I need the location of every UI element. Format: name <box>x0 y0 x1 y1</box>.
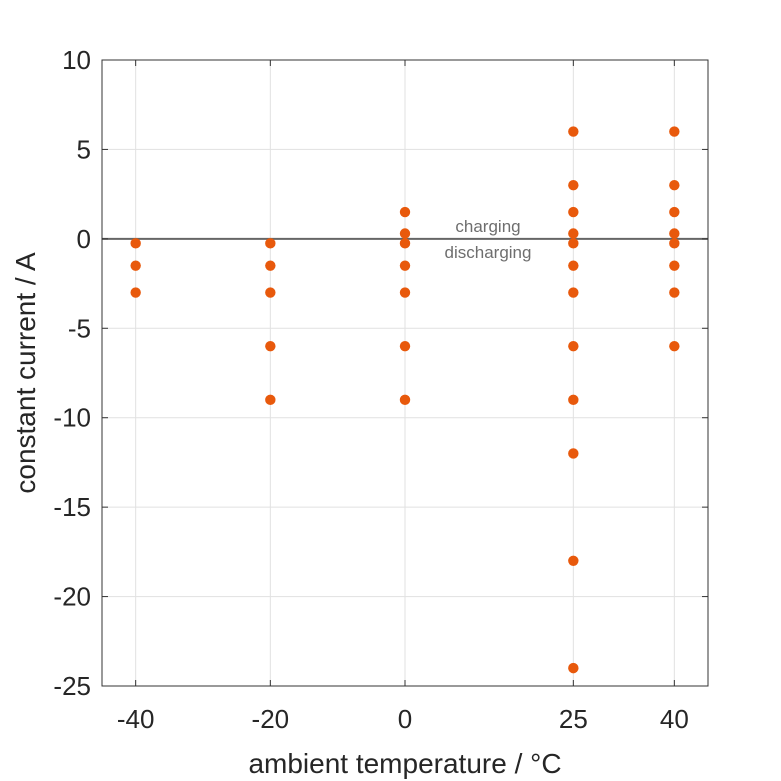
data-point <box>130 238 141 249</box>
data-point <box>669 287 680 298</box>
y-tick-label: -10 <box>53 403 91 433</box>
annotation-charging: charging <box>455 217 520 236</box>
annotation-discharging: discharging <box>445 243 532 262</box>
data-point <box>669 238 680 249</box>
data-point <box>399 394 411 406</box>
data-point <box>265 260 276 271</box>
data-point <box>399 287 411 298</box>
y-tick-label: 10 <box>62 45 91 75</box>
x-tick-label: 0 <box>398 704 412 734</box>
data-point <box>399 260 411 271</box>
data-point <box>568 394 579 406</box>
data-points <box>130 126 680 674</box>
y-axis-label: constant current / A <box>10 252 41 494</box>
data-point <box>568 555 579 566</box>
data-point <box>265 287 276 298</box>
axis-ticks: -40 -20 0 25 40 10 5 0 -5 -10 -15 -20 -25 <box>53 45 708 734</box>
data-point <box>568 448 579 459</box>
data-point <box>568 238 579 249</box>
y-tick-label: -15 <box>53 492 91 522</box>
data-point <box>568 287 579 298</box>
x-tick-label: 40 <box>660 704 689 734</box>
data-point <box>265 238 276 249</box>
data-point <box>669 126 680 137</box>
data-point <box>568 126 579 137</box>
data-point <box>568 662 579 674</box>
y-tick-label: -20 <box>53 582 91 612</box>
data-point <box>399 228 411 239</box>
data-point <box>399 340 411 352</box>
grid <box>102 59 708 687</box>
y-tick-label: -5 <box>68 313 91 343</box>
data-point <box>568 206 579 218</box>
x-tick-label: -20 <box>252 704 290 734</box>
data-point <box>399 238 411 249</box>
data-point <box>568 260 579 271</box>
y-tick-label: -25 <box>53 671 91 701</box>
data-point <box>130 260 141 271</box>
x-tick-label: 25 <box>559 704 588 734</box>
data-point <box>265 394 276 406</box>
data-point <box>130 287 141 298</box>
data-point <box>669 228 680 239</box>
data-point <box>568 228 579 239</box>
data-point <box>568 180 579 191</box>
y-tick-label: 5 <box>77 134 91 164</box>
data-point <box>399 206 411 218</box>
data-point <box>265 340 276 352</box>
data-point <box>568 340 579 352</box>
x-tick-label: -40 <box>117 704 155 734</box>
data-point <box>669 340 680 352</box>
y-tick-label: 0 <box>77 224 91 254</box>
data-point <box>669 260 680 271</box>
data-point <box>669 180 680 191</box>
x-axis-label: ambient temperature / °C <box>248 748 561 779</box>
data-point <box>669 206 680 218</box>
